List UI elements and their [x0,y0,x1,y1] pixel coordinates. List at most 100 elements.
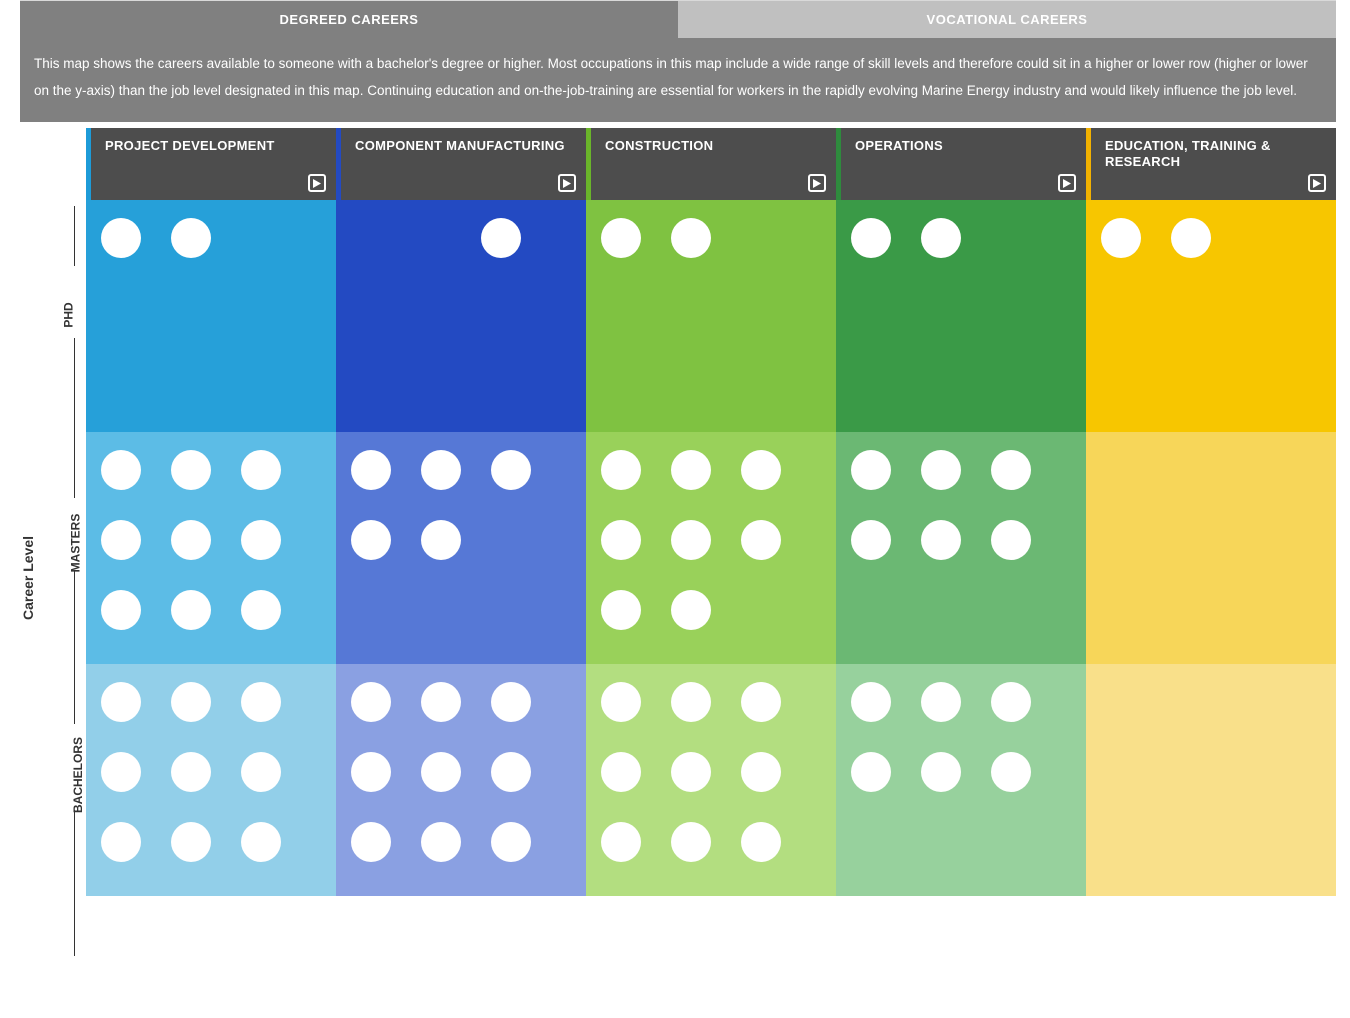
career-dot[interactable] [421,822,461,862]
career-dot[interactable] [351,822,391,862]
expand-icon[interactable] [308,174,326,192]
career-dot[interactable] [421,450,461,490]
career-dot[interactable] [671,590,711,630]
career-dot[interactable] [741,520,781,560]
row-bachelors [86,664,1336,896]
career-dot[interactable] [991,450,1031,490]
career-dot[interactable] [351,520,391,560]
career-dot[interactable] [601,590,641,630]
cell-phd-proj-dev [86,200,336,432]
row-masters [86,432,1336,664]
career-dot[interactable] [421,520,461,560]
career-dot[interactable] [241,520,281,560]
y-tick-phd: PHD [62,302,76,327]
career-dot[interactable] [171,822,211,862]
career-dot[interactable] [491,822,531,862]
career-dot[interactable] [851,520,891,560]
y-tick-bachelors: BACHELORS [71,737,85,813]
career-dot[interactable] [351,450,391,490]
career-dot[interactable] [101,590,141,630]
career-dot[interactable] [851,752,891,792]
tab-degreed[interactable]: DEGREED CAREERS [20,1,678,38]
expand-icon[interactable] [1058,174,1076,192]
career-dot[interactable] [171,218,211,258]
career-dot[interactable] [101,450,141,490]
column-header-edu[interactable]: EDUCATION, TRAINING & RESEARCH [1086,128,1336,200]
career-dot[interactable] [101,520,141,560]
career-dot[interactable] [601,218,641,258]
career-dot[interactable] [171,450,211,490]
career-dot[interactable] [601,752,641,792]
cell-bachelors-proj-dev [86,664,336,896]
career-dot[interactable] [921,450,961,490]
career-dot[interactable] [351,752,391,792]
career-dot[interactable] [491,752,531,792]
career-dot[interactable] [671,450,711,490]
column-header-label: EDUCATION, TRAINING & RESEARCH [1105,138,1322,171]
career-dot[interactable] [851,682,891,722]
career-dot[interactable] [741,822,781,862]
career-dot[interactable] [671,822,711,862]
dot-group [1101,218,1281,258]
career-dot[interactable] [851,218,891,258]
career-dot[interactable] [921,218,961,258]
column-header-proj-dev[interactable]: PROJECT DEVELOPMENT [86,128,336,200]
career-dot[interactable] [101,218,141,258]
career-dot[interactable] [601,822,641,862]
career-dot[interactable] [241,822,281,862]
tab-vocational[interactable]: VOCATIONAL CAREERS [678,1,1336,38]
cell-bachelors-construction [586,664,836,896]
career-dot[interactable] [601,520,641,560]
dot-group [851,450,1031,560]
tabs: DEGREED CAREERS VOCATIONAL CAREERS [20,0,1336,38]
career-dot[interactable] [921,682,961,722]
career-dot[interactable] [421,752,461,792]
cell-phd-construction [586,200,836,432]
career-dot[interactable] [101,822,141,862]
career-dot[interactable] [601,450,641,490]
career-dot[interactable] [671,752,711,792]
career-dot[interactable] [671,682,711,722]
career-dot[interactable] [991,520,1031,560]
expand-icon[interactable] [808,174,826,192]
career-dot[interactable] [241,752,281,792]
career-dot[interactable] [171,752,211,792]
career-dot[interactable] [171,590,211,630]
dot-group [351,450,531,560]
career-dot[interactable] [741,682,781,722]
career-dot[interactable] [601,682,641,722]
career-dot[interactable] [421,682,461,722]
career-dot[interactable] [921,752,961,792]
career-dot[interactable] [741,752,781,792]
career-dot[interactable] [101,682,141,722]
career-dot[interactable] [481,218,521,258]
career-dot[interactable] [491,682,531,722]
cell-masters-comp-mfg [336,432,586,664]
expand-icon[interactable] [1308,174,1326,192]
career-dot[interactable] [101,752,141,792]
career-dot[interactable] [171,682,211,722]
career-dot[interactable] [351,682,391,722]
career-dot[interactable] [921,520,961,560]
y-line-seg [74,570,75,724]
career-dot[interactable] [1171,218,1211,258]
career-dot[interactable] [991,682,1031,722]
dot-group [601,218,781,258]
career-dot[interactable] [991,752,1031,792]
column-header-comp-mfg[interactable]: COMPONENT MANUFACTURING [336,128,586,200]
career-dot[interactable] [671,218,711,258]
career-dot[interactable] [241,682,281,722]
career-dot[interactable] [241,590,281,630]
career-dot[interactable] [171,520,211,560]
cell-masters-construction [586,432,836,664]
career-dot[interactable] [241,450,281,490]
expand-icon[interactable] [558,174,576,192]
career-dot[interactable] [491,450,531,490]
career-dot[interactable] [851,450,891,490]
dot-group [351,682,531,862]
column-header-construction[interactable]: CONSTRUCTION [586,128,836,200]
career-dot[interactable] [741,450,781,490]
career-dot[interactable] [1101,218,1141,258]
career-dot[interactable] [671,520,711,560]
column-header-operations[interactable]: OPERATIONS [836,128,1086,200]
